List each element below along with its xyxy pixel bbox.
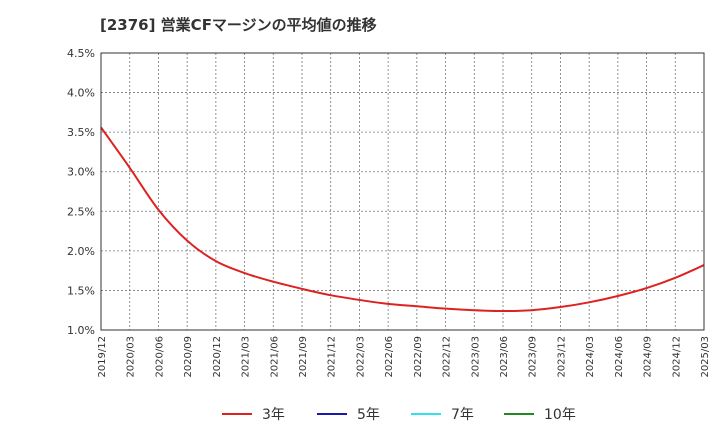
x-tick-label: 2021/06 — [269, 336, 280, 378]
x-tick-label: 2024/09 — [643, 336, 654, 378]
chart-title: [2376] 営業CFマージンの平均値の推移 — [100, 16, 377, 34]
x-tick-label: 2025/03 — [700, 336, 711, 378]
x-tick-label: 2022/12 — [442, 336, 453, 378]
y-tick-label: 3.0% — [67, 166, 95, 179]
x-tick-label: 2022/03 — [355, 336, 366, 378]
x-tick-label: 2024/03 — [585, 336, 596, 378]
plot-area — [100, 52, 705, 331]
x-tick-label: 2021/09 — [298, 336, 309, 378]
x-tick-label: 2021/03 — [241, 336, 252, 378]
series-line-1 — [100, 126, 705, 313]
legend: 3年 5年 7年 10年 — [222, 407, 576, 423]
x-tick-label: 2019/12 — [97, 336, 108, 378]
x-tick-label: 2023/06 — [499, 336, 510, 378]
y-tick-label: 1.0% — [67, 324, 95, 337]
x-tick-label: 2020/03 — [126, 336, 137, 378]
x-tick-label: 2021/12 — [327, 336, 338, 378]
x-tick-label: 2023/09 — [528, 336, 539, 378]
x-tick-label: 2020/06 — [154, 336, 165, 378]
legend-label: 5年 — [357, 407, 380, 423]
y-tick-label: 4.5% — [67, 47, 95, 60]
x-tick-label: 2023/03 — [470, 336, 481, 378]
y-tick-label: 3.5% — [67, 126, 95, 139]
y-tick-label: 1.5% — [67, 284, 95, 297]
series-lines — [100, 126, 705, 313]
y-axis-ticks: 1.0% 1.5% 2.0% 2.5% 3.0% 3.5% 4.0% 4.5% — [67, 47, 95, 337]
x-tick-label: 2024/12 — [671, 336, 682, 378]
x-axis-ticks: 2019/12 2020/03 2020/06 2020/09 2020/12 2021/… — [97, 336, 711, 378]
legend-label: 7年 — [451, 407, 474, 423]
x-tick-label: 2022/06 — [384, 336, 395, 378]
x-tick-label: 2020/12 — [212, 336, 223, 378]
legend-label: 3年 — [262, 407, 285, 423]
y-tick-label: 4.0% — [67, 87, 95, 100]
x-tick-label: 2022/09 — [413, 336, 424, 378]
y-tick-label: 2.5% — [67, 205, 95, 218]
x-tick-label: 2024/06 — [614, 336, 625, 378]
y-tick-label: 2.0% — [67, 245, 95, 258]
grid — [101, 53, 704, 330]
x-tick-label: 2023/12 — [556, 336, 567, 378]
legend-label: 10年 — [544, 407, 576, 423]
x-tick-label: 2020/09 — [183, 336, 194, 378]
